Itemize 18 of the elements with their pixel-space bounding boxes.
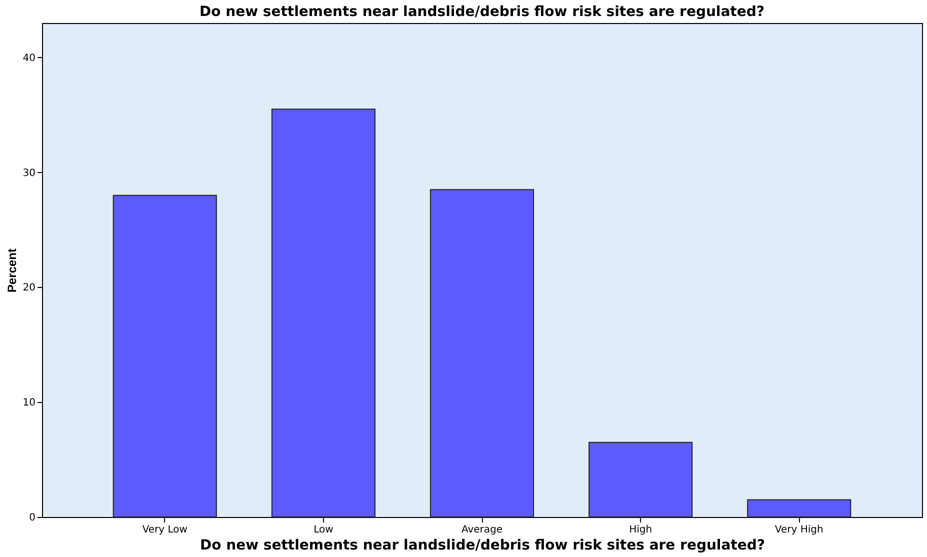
y-tick-label: 40 [22, 52, 36, 64]
y-axis-title: Percent [4, 248, 19, 293]
bar [588, 442, 693, 518]
x-axis-title: Do new settlements near landslide/debris flow risk sites are regulated? [200, 538, 766, 554]
x-tick-label: Low [314, 524, 334, 536]
x-tick-label: Average [461, 524, 503, 536]
x-tick-label: Very Low [142, 524, 188, 536]
chart-title: Do new settlements near landslide/debris flow risk sites are regulated? [199, 4, 765, 20]
y-tick-label: 10 [22, 398, 36, 409]
bar [271, 108, 376, 518]
bar [112, 194, 217, 518]
y-tick-label: 0 [29, 512, 36, 524]
bar [747, 499, 852, 518]
y-tick-label: 20 [22, 282, 36, 294]
y-tick-label: 30 [22, 168, 36, 179]
x-tick-label: High [629, 524, 652, 536]
x-tick-label: Very High [774, 524, 824, 536]
bar [430, 189, 534, 518]
